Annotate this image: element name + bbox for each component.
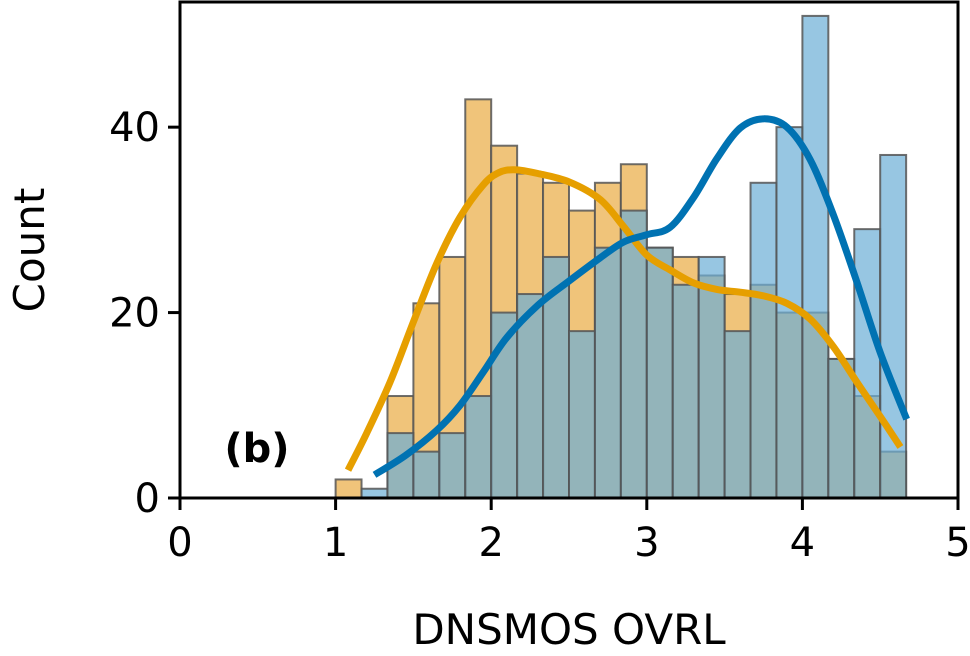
- bar-blue-12: [645, 246, 674, 499]
- y-tick-label-0: 0: [135, 476, 160, 522]
- x-ticks: 0 1 2 3 4 5: [167, 498, 970, 566]
- axes-frame: [178, 0, 960, 500]
- bar-orange-0: [334, 478, 363, 500]
- bar-blue-3: [412, 450, 441, 500]
- kde-line-orange: [344, 166, 904, 472]
- bar-blue-21: [879, 153, 908, 500]
- bar-blue-20: [853, 228, 882, 499]
- y-tick-label-20: 20: [109, 291, 160, 337]
- kde-line-blue: [372, 115, 910, 478]
- x-tick-label-5: 5: [945, 520, 970, 566]
- x-tick-label-0: 0: [167, 520, 192, 566]
- bar-blue-13: [671, 283, 700, 499]
- x-tick-label-3: 3: [634, 520, 659, 566]
- x-tick-label-2: 2: [478, 520, 503, 566]
- y-tick-label-40: 40: [109, 105, 160, 151]
- bar-blue-10: [593, 246, 622, 499]
- bar-blue-16: [749, 181, 778, 500]
- x-tick-label-1: 1: [323, 520, 348, 566]
- bar-blue-5: [464, 395, 493, 499]
- kde-layer: [344, 115, 910, 478]
- bar-blue-4: [438, 432, 467, 500]
- bar-blue-11: [619, 209, 648, 499]
- bar-blue-9: [568, 330, 596, 499]
- panel-label: (b): [224, 426, 289, 472]
- bar-blue-18: [801, 14, 830, 499]
- bar-blue-19: [827, 357, 856, 499]
- x-axis-label: DNSMOS OVRL: [412, 605, 726, 654]
- bars-layer: [334, 14, 908, 500]
- x-tick-label-4: 4: [790, 520, 815, 566]
- y-ticks: 0 20 40: [109, 105, 180, 522]
- y-axis-label: Count: [5, 188, 54, 313]
- bar-blue-15: [723, 330, 752, 499]
